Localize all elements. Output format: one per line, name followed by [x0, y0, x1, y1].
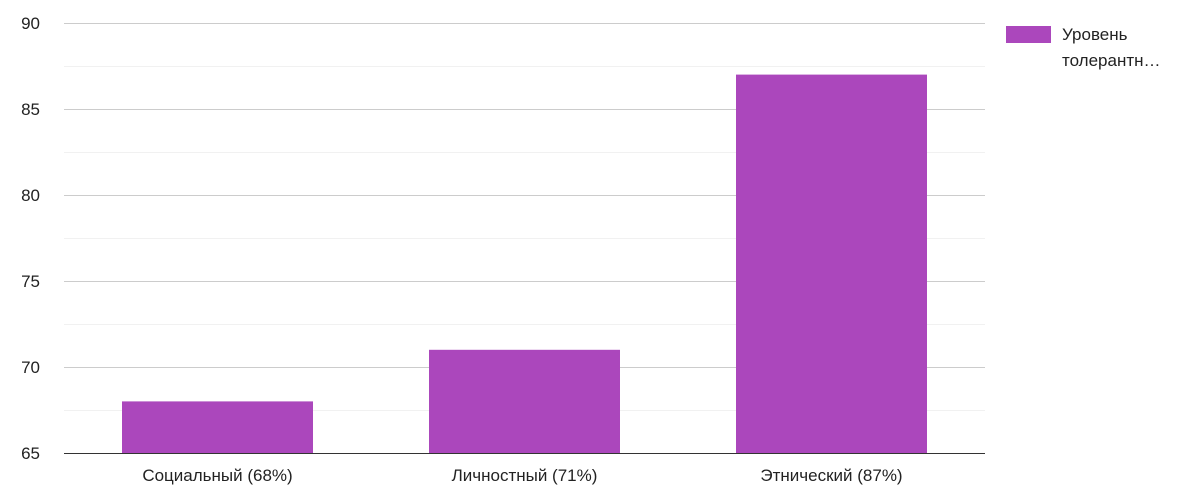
- bar: [122, 401, 313, 453]
- y-tick-label: 75: [21, 272, 40, 291]
- bar: [429, 349, 620, 453]
- x-tick-label: Социальный (68%): [142, 466, 292, 485]
- legend-label-line-2: толерантн…: [1062, 51, 1161, 70]
- y-tick-label: 85: [21, 100, 40, 119]
- bar: [736, 74, 927, 453]
- y-tick-label: 90: [21, 14, 40, 33]
- legend-label: Уровень толерантн…: [1062, 22, 1188, 74]
- y-tick-label: 65: [21, 444, 40, 463]
- legend-swatch: [1006, 26, 1051, 43]
- legend-label-line-1: Уровень: [1062, 25, 1128, 44]
- x-tick-label: Этнический (87%): [760, 466, 902, 485]
- y-tick-label: 70: [21, 358, 40, 377]
- x-tick-label: Личностный (71%): [452, 466, 598, 485]
- y-tick-label: 80: [21, 186, 40, 205]
